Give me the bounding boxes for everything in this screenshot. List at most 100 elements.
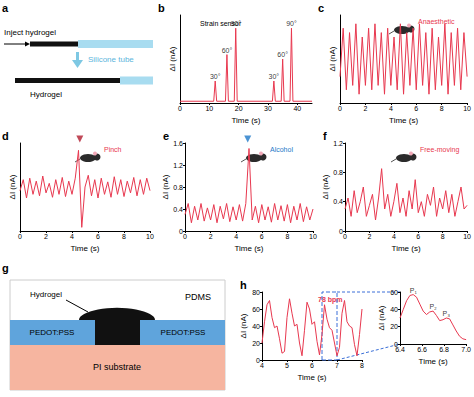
svg-text:h: h — [240, 279, 247, 291]
svg-text:d: d — [2, 130, 9, 142]
svg-text:8: 8 — [122, 233, 126, 240]
svg-text:8: 8 — [441, 233, 445, 240]
svg-text:30°: 30° — [269, 73, 280, 80]
svg-text:ΔI (nA): ΔI (nA) — [168, 46, 177, 71]
svg-text:60: 60 — [252, 306, 260, 313]
svg-text:30°: 30° — [210, 73, 221, 80]
svg-text:Alcohol: Alcohol — [270, 146, 293, 153]
svg-text:10: 10 — [463, 233, 471, 240]
svg-text:0.8: 0.8 — [333, 169, 343, 176]
svg-text:P₁: P₁ — [410, 287, 418, 294]
svg-text:PEDOT:PSS: PEDOT:PSS — [30, 328, 75, 337]
svg-text:Free-moving: Free-moving — [420, 146, 459, 154]
svg-text:0.4: 0.4 — [173, 206, 183, 213]
svg-text:Hydrogel: Hydrogel — [30, 290, 62, 299]
svg-text:40: 40 — [390, 306, 398, 313]
svg-text:ΔI (nA): ΔI (nA) — [321, 174, 330, 199]
svg-text:0: 0 — [18, 233, 22, 240]
svg-text:6: 6 — [310, 362, 314, 369]
svg-text:Time (s): Time (s) — [419, 357, 448, 366]
svg-text:PI substrate: PI substrate — [93, 362, 141, 372]
svg-text:Time (s): Time (s) — [392, 244, 421, 253]
svg-text:10: 10 — [309, 233, 317, 240]
svg-text:0: 0 — [343, 233, 347, 240]
svg-text:20: 20 — [235, 105, 243, 112]
svg-text:4: 4 — [70, 233, 74, 240]
svg-text:0: 0 — [338, 105, 342, 112]
svg-text:ΔI (nA): ΔI (nA) — [8, 174, 17, 199]
svg-text:4: 4 — [389, 105, 393, 112]
svg-text:8: 8 — [360, 362, 364, 369]
svg-text:Time (s): Time (s) — [234, 244, 263, 253]
svg-text:8: 8 — [285, 233, 289, 240]
svg-text:Anaesthetic: Anaesthetic — [418, 18, 455, 25]
svg-text:2: 2 — [367, 233, 371, 240]
svg-text:Hydrogel: Hydrogel — [30, 90, 62, 99]
svg-text:30: 30 — [264, 105, 272, 112]
svg-text:20: 20 — [252, 340, 260, 347]
svg-text:0: 0 — [339, 227, 343, 235]
svg-text:Time (s): Time (s) — [297, 373, 326, 382]
svg-text:b: b — [158, 2, 165, 14]
svg-text:ΔI (nA): ΔI (nA) — [161, 174, 170, 199]
svg-text:80: 80 — [252, 289, 260, 296]
svg-text:Pinch: Pinch — [104, 146, 122, 153]
svg-text:60: 60 — [390, 289, 398, 296]
svg-text:0: 0 — [178, 105, 182, 112]
svg-text:7: 7 — [335, 362, 339, 369]
svg-text:0: 0 — [179, 227, 183, 235]
svg-text:1.2: 1.2 — [173, 162, 183, 169]
svg-text:6: 6 — [96, 233, 100, 240]
svg-text:f: f — [323, 130, 327, 142]
svg-text:0: 0 — [183, 233, 187, 240]
svg-text:8: 8 — [440, 105, 444, 112]
svg-text:90°: 90° — [286, 20, 297, 27]
svg-text:6.6: 6.6 — [417, 346, 427, 353]
svg-text:10: 10 — [205, 105, 213, 112]
svg-text:ΔI (nA): ΔI (nA) — [239, 313, 248, 338]
svg-text:5: 5 — [285, 362, 289, 369]
svg-text:1.6: 1.6 — [173, 140, 183, 147]
svg-text:0: 0 — [256, 356, 260, 364]
svg-text:40: 40 — [252, 323, 260, 330]
svg-text:2: 2 — [209, 233, 213, 240]
svg-text:10: 10 — [463, 105, 471, 112]
svg-text:4: 4 — [392, 233, 396, 240]
svg-text:20: 20 — [390, 323, 398, 330]
svg-text:a: a — [2, 2, 9, 14]
svg-text:60°: 60° — [222, 47, 233, 54]
svg-text:Time (s): Time (s) — [389, 116, 418, 125]
svg-text:e: e — [163, 130, 169, 142]
svg-text:6.4: 6.4 — [395, 346, 405, 353]
svg-text:4: 4 — [234, 233, 238, 240]
svg-text:6.8: 6.8 — [439, 346, 449, 353]
svg-text:Silicone tube: Silicone tube — [88, 55, 134, 64]
svg-text:Time (s): Time (s) — [70, 244, 99, 253]
svg-text:0.4: 0.4 — [333, 198, 343, 205]
svg-text:Strain sensor: Strain sensor — [200, 20, 242, 27]
svg-text:P₂: P₂ — [429, 303, 437, 310]
svg-text:0.8: 0.8 — [173, 184, 183, 191]
svg-text:7.0: 7.0 — [461, 346, 471, 353]
svg-text:PEDOT:PSS: PEDOT:PSS — [161, 328, 206, 337]
svg-text:Time (s): Time (s) — [231, 116, 260, 125]
svg-text:6: 6 — [260, 233, 264, 240]
svg-text:60°: 60° — [277, 51, 288, 58]
svg-text:2: 2 — [44, 233, 48, 240]
svg-text:4: 4 — [260, 362, 264, 369]
svg-text:10: 10 — [146, 233, 154, 240]
svg-text:6: 6 — [414, 105, 418, 112]
svg-text:PDMS: PDMS — [185, 292, 211, 302]
svg-text:ΔI (nA): ΔI (nA) — [377, 305, 386, 330]
svg-text:ΔI (nA): ΔI (nA) — [328, 46, 337, 71]
svg-text:90°: 90° — [230, 20, 241, 27]
svg-text:c: c — [318, 2, 324, 14]
svg-text:6: 6 — [416, 233, 420, 240]
svg-text:Inject hydrogel: Inject hydrogel — [4, 28, 56, 37]
svg-text:P₃: P₃ — [443, 310, 451, 317]
svg-text:40: 40 — [293, 105, 301, 112]
svg-text:1.2: 1.2 — [333, 140, 343, 147]
svg-text:2: 2 — [363, 105, 367, 112]
svg-text:g: g — [2, 262, 9, 274]
svg-text:0: 0 — [394, 340, 398, 348]
